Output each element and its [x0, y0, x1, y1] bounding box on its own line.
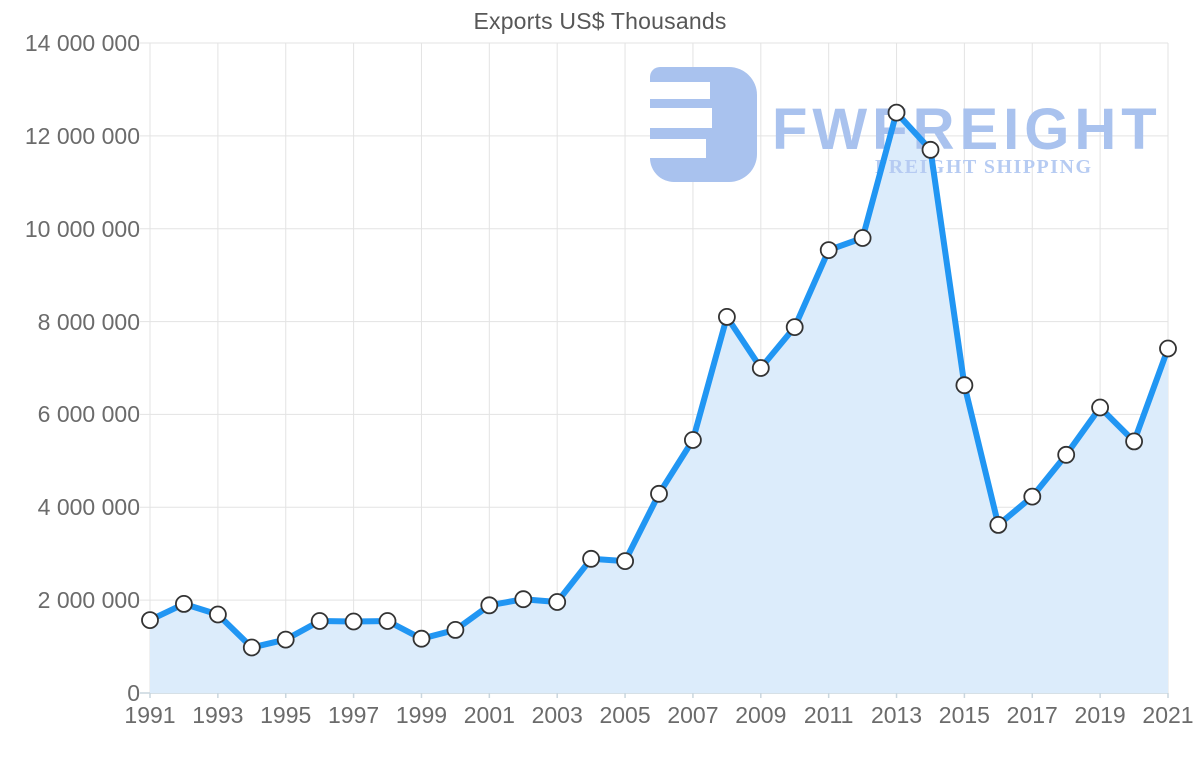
- data-point-marker-2001[interactable]: [480, 596, 499, 615]
- data-point-marker-1996[interactable]: [310, 612, 329, 630]
- watermark-brand-text: FWFREIGHT: [772, 97, 1162, 162]
- chart-title: Exports US$ Thousands: [473, 8, 727, 34]
- data-point-marker-1998[interactable]: [378, 612, 397, 630]
- data-point-marker-2018[interactable]: [1057, 445, 1076, 464]
- data-point-marker-2005[interactable]: [616, 552, 634, 570]
- data-point-marker-2010[interactable]: [785, 318, 804, 337]
- data-point-marker-2003[interactable]: [548, 593, 567, 611]
- data-point-marker-2013[interactable]: [887, 103, 906, 122]
- data-point-marker-2000[interactable]: [446, 621, 465, 639]
- logo-notch: [650, 139, 706, 158]
- logo-notch: [650, 82, 710, 99]
- watermark-tagline-text: FREIGHT SHIPPING: [875, 156, 1093, 178]
- data-point-marker-2009[interactable]: [751, 359, 770, 377]
- data-point-marker-2019[interactable]: [1091, 398, 1109, 417]
- data-point-marker-2011[interactable]: [819, 241, 838, 260]
- data-point-marker-2016[interactable]: [989, 516, 1008, 534]
- area-fill: [150, 112, 1168, 694]
- data-point-marker-1994[interactable]: [242, 638, 261, 657]
- data-point-marker-2002[interactable]: [514, 590, 533, 609]
- data-point-marker-2017[interactable]: [1023, 487, 1042, 506]
- data-point-marker-1992[interactable]: [174, 595, 193, 613]
- watermark: FWFREIGHT FREIGHT SHIPPING: [650, 67, 1160, 192]
- data-point-marker-2007[interactable]: [684, 431, 702, 449]
- watermark-logo-icon: [650, 67, 757, 182]
- data-point-marker-1995[interactable]: [276, 630, 295, 649]
- data-point-marker-2014[interactable]: [921, 140, 940, 159]
- data-point-marker-2015[interactable]: [955, 376, 974, 395]
- data-point-marker-1997[interactable]: [344, 612, 363, 631]
- data-point-marker-2021[interactable]: [1159, 339, 1177, 358]
- data-point-marker-2006[interactable]: [650, 484, 668, 503]
- data-point-marker-2008[interactable]: [718, 307, 736, 326]
- data-line: [147, 109, 1171, 651]
- data-point-marker-2004[interactable]: [582, 549, 600, 568]
- data-point-marker-2020[interactable]: [1125, 432, 1143, 451]
- data-point-marker-1999[interactable]: [412, 629, 431, 648]
- data-point-marker-2012[interactable]: [853, 229, 872, 247]
- data-point-marker-1991[interactable]: [141, 611, 159, 629]
- logo-notch: [650, 108, 712, 128]
- data-point-marker-1993[interactable]: [208, 605, 227, 624]
